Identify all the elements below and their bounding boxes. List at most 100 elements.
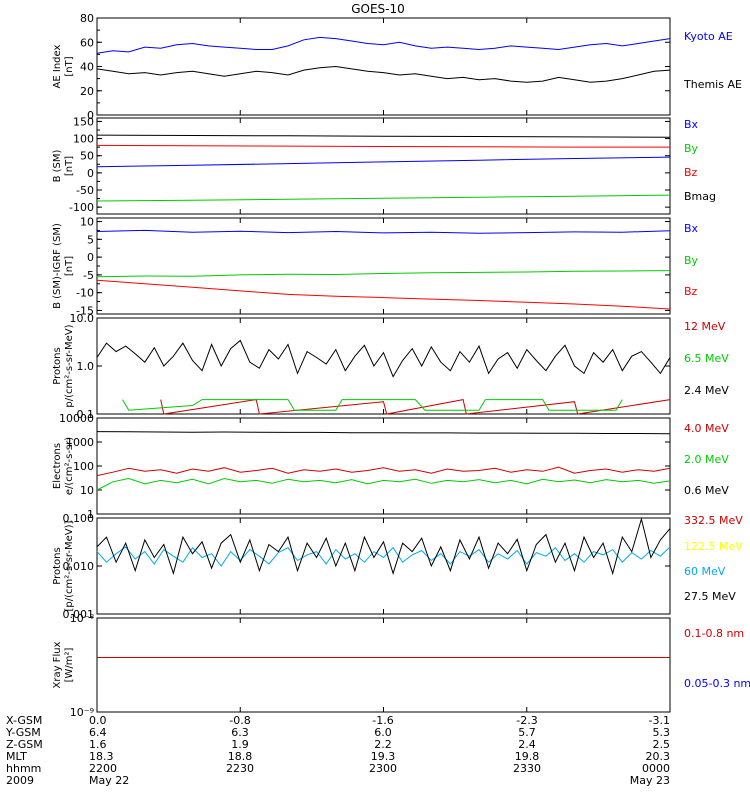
legend-entry: By	[684, 142, 699, 155]
x-tick-label: 5.3	[653, 726, 671, 739]
legend-entry: 0.6 MeV	[684, 484, 729, 497]
x-row-label: X-GSM	[6, 714, 42, 727]
y-tick-label: 1000	[66, 436, 94, 449]
x-tick-label: -3.1	[649, 714, 670, 727]
x-tick-label: 18.3	[89, 750, 114, 763]
y-axis-label: AE Index	[52, 44, 63, 88]
x-tick-label: May 22	[89, 774, 129, 787]
legend-entry: Kyoto AE	[684, 30, 733, 43]
legend-entry: 332.5 MeV	[684, 514, 743, 527]
y-tick-label: 80	[80, 12, 94, 25]
chart-title: GOES-10	[351, 2, 405, 16]
y-axis-label: [p/(cm²-s-sr-MeV)]	[64, 520, 75, 611]
y-tick-label: 0.100	[63, 512, 95, 525]
legend-entry: Bmag	[684, 190, 716, 203]
legend-entry: 2.4 MeV	[684, 384, 729, 397]
y-axis-label: [nT]	[64, 256, 75, 276]
legend-entry: By	[684, 254, 699, 267]
series-line	[96, 156, 671, 168]
panel-frame	[96, 617, 671, 713]
y-axis-label: e/(cm²-s-sr)	[64, 437, 75, 495]
panel-bsm: -100 -50 0 50 100 150 B (SM) [nT] Bx By Bz Bmag	[52, 115, 716, 215]
series-line	[160, 399, 671, 415]
y-tick-label: 100	[73, 460, 94, 473]
x-tick-label: May 23	[630, 774, 670, 787]
series-line	[96, 65, 671, 83]
y-axis-label: B (SM)-IGRF (SM)	[52, 223, 63, 309]
legend-entry: Themis AE	[683, 78, 742, 91]
series-line	[96, 339, 671, 378]
y-tick-label: 150	[73, 115, 94, 128]
legend-entry: 6.5 MeV	[684, 352, 729, 365]
x-tick-label: 19.3	[371, 750, 396, 763]
y-tick-label: 1	[87, 508, 94, 521]
panel-protons_low: 0.1 1.0 10.0 Protons p/(cm²-s-sr-MeV) 12 MeV 6…	[52, 312, 729, 421]
x-tick-label: 19.8	[515, 750, 540, 763]
x-row-label: Z-GSM	[6, 738, 43, 751]
legend-entry: 2.0 MeV	[684, 453, 729, 466]
y-axis-label: [nT]	[64, 156, 75, 176]
y-axis-label: Electrons	[52, 443, 63, 489]
x-tick-label: 6.3	[231, 726, 249, 739]
legend-entry: 0.1-0.8 nm	[684, 627, 744, 640]
x-tick-label: 2230	[226, 762, 254, 775]
panel-ae: 0 20 40 60 80 AE Index [nT] Kyoto AE Themis AE	[52, 12, 742, 122]
panel-frame	[96, 17, 671, 116]
x-tick-label: 20.3	[646, 750, 671, 763]
x-row-label: MLT	[6, 750, 27, 763]
y-tick-label: 10⁻⁸	[70, 612, 95, 625]
x-tick-label: 6.4	[89, 726, 107, 739]
legend-entry: Bz	[684, 166, 698, 179]
series-line	[96, 431, 671, 435]
y-axis-label: [nT]	[64, 56, 75, 76]
y-tick-label: 60	[80, 36, 94, 49]
y-tick-label: 50	[80, 150, 94, 163]
series-line	[96, 517, 671, 576]
y-tick-label: 0	[87, 167, 94, 180]
series-line	[96, 477, 671, 491]
panel-frame	[96, 517, 671, 615]
y-tick-label: -10	[76, 287, 94, 300]
series-line	[96, 466, 671, 477]
x-tick-label: 2200	[89, 762, 117, 775]
y-tick-label: 10	[80, 216, 94, 229]
legend-entry: 4.0 MeV	[684, 422, 729, 435]
y-tick-label: 1.0	[77, 360, 95, 373]
x-tick-label: 1.9	[231, 738, 249, 751]
legend-entry: 27.5 MeV	[684, 590, 736, 603]
y-tick-label: 10	[80, 484, 94, 497]
series-line	[96, 36, 671, 54]
y-axis-label: Protons	[52, 347, 63, 384]
y-axis-label: Protons	[52, 547, 63, 584]
y-tick-label: -5	[83, 269, 94, 282]
y-tick-label: 10.0	[70, 312, 95, 325]
series-line	[96, 144, 670, 148]
x-tick-label: 1.6	[89, 738, 107, 751]
series-line	[96, 134, 671, 138]
x-tick-label: -1.6	[372, 714, 393, 727]
y-tick-label: 0.001	[63, 608, 95, 621]
panel-protons_high: 0.001 0.010 0.100 Protons [p/(cm²-s-sr-MeV)]…	[52, 512, 743, 621]
x-tick-label: -0.8	[229, 714, 250, 727]
y-tick-label: 10000	[59, 412, 94, 425]
legend-entry: 60 MeV	[684, 565, 726, 578]
legend-entry: 122.5 MeV	[684, 540, 743, 553]
legend-entry: Bx	[684, 222, 699, 235]
panel-bigrf: -15 -10 -5 0 5 10 B (SM)-IGRF (SM) [nT] Bx By Bz	[52, 216, 699, 318]
x-tick-label: 0.0	[89, 714, 107, 727]
x-tick-label: -2.3	[516, 714, 537, 727]
x-tick-label: 2.4	[518, 738, 536, 751]
legend-entry: Bz	[684, 285, 698, 298]
x-tick-label: 2.2	[374, 738, 392, 751]
y-tick-label: 10⁻⁹	[70, 706, 94, 719]
x-row-label: 2009	[6, 774, 34, 787]
x-tick-label: 5.7	[518, 726, 536, 739]
legend-entry: 0.05-0.3 nm	[684, 677, 750, 690]
x-row-label: hhmm	[6, 762, 41, 775]
y-axis-label: p/(cm²-s-sr-MeV)	[64, 324, 75, 407]
x-tick-label: 6.0	[374, 726, 392, 739]
x-row-label: Y-GSM	[5, 726, 41, 739]
x-tick-label: 2300	[369, 762, 397, 775]
y-tick-label: -15	[76, 304, 94, 317]
